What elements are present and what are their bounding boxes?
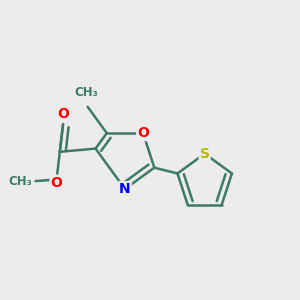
Text: O: O [57,107,69,122]
Text: CH₃: CH₃ [8,175,32,188]
Text: CH₃: CH₃ [74,86,98,99]
Text: N: N [119,182,131,196]
Text: S: S [200,147,210,161]
Text: O: O [137,126,149,140]
Text: O: O [51,176,62,190]
